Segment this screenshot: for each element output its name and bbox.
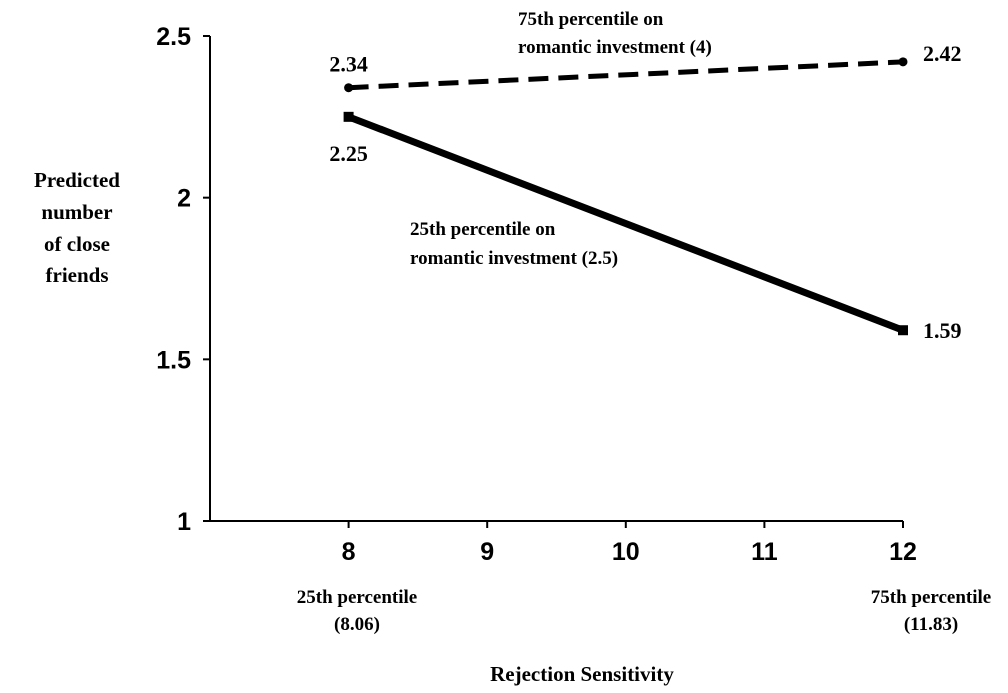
series-75th-line xyxy=(348,59,904,91)
x-note-left-line-2: (8.06) xyxy=(334,614,380,635)
x-note-left-line-1: 25th percentile xyxy=(297,587,418,608)
y-tick-label: 1 xyxy=(177,508,191,536)
series-25th-label-line-2: romantic investment (2.5) xyxy=(410,248,618,269)
y-axis-title-line-3: of close xyxy=(44,232,110,256)
x-note-left: 25th percentile (8.06) xyxy=(297,587,418,635)
y-axis-title-line-4: friends xyxy=(46,263,109,287)
series-25th-line xyxy=(347,113,905,334)
y-axis-title-line-2: number xyxy=(41,200,112,224)
y-tick-label: 1.5 xyxy=(156,346,191,374)
x-tick-label: 11 xyxy=(751,538,778,566)
series-75th-value-label-end: 2.42 xyxy=(923,41,962,66)
series-75th-label-line-2: romantic investment (4) xyxy=(518,37,712,58)
series-25th-value-label-start: 2.25 xyxy=(329,141,368,166)
x-tick-label: 10 xyxy=(612,538,640,566)
series-25th-value-label-end: 1.59 xyxy=(923,318,962,343)
series-75th-marker-start xyxy=(344,83,354,93)
series-25th-label-line-1: 25th percentile on xyxy=(410,219,556,240)
series-75th-value-label-start: 2.34 xyxy=(329,52,368,77)
x-tick-label: 8 xyxy=(342,538,356,566)
x-note-right-line-1: 75th percentile xyxy=(871,587,992,608)
series-25th-marker-start xyxy=(343,111,354,122)
y-axis-ticks: 2.5 2 1.5 1 xyxy=(156,23,210,536)
y-tick-label: 2 xyxy=(177,185,191,213)
series-75th-label-line-1: 75th percentile on xyxy=(518,9,664,30)
series-75th-marker-end xyxy=(898,57,908,67)
series-25th-marker-end xyxy=(898,325,908,336)
x-tick-label: 12 xyxy=(889,538,917,566)
x-tick-label: 9 xyxy=(480,538,494,566)
series-75th: 2.34 2.42 75th percentile on romantic in… xyxy=(329,9,962,93)
x-axis-title: Rejection Sensitivity xyxy=(490,662,674,686)
x-note-right: 75th percentile (11.83) xyxy=(871,587,992,635)
series-25th: 2.25 1.59 25th percentile on romantic in… xyxy=(329,111,962,343)
x-axis-ticks: 8 9 10 11 12 xyxy=(342,521,917,566)
y-axis-title-line-1: Predicted xyxy=(34,168,120,192)
x-note-right-line-2: (11.83) xyxy=(904,614,958,635)
y-tick-label: 2.5 xyxy=(156,23,191,51)
y-axis-title: Predicted number of close friends xyxy=(34,168,120,287)
